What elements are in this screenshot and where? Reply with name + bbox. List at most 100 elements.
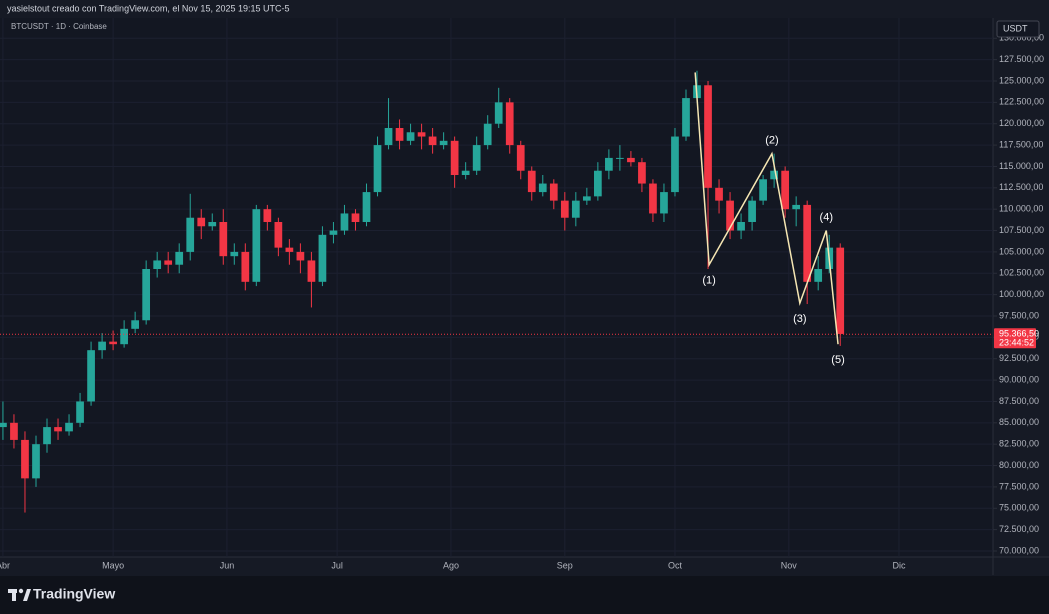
x-tick-label: Ago bbox=[443, 560, 459, 570]
candle-body bbox=[737, 221, 745, 231]
candle-body bbox=[538, 183, 547, 193]
y-tick-label: 70.000,00 bbox=[999, 545, 1039, 555]
candle-body bbox=[329, 230, 338, 235]
y-tick-label: 82.500,00 bbox=[999, 439, 1039, 449]
last-price-box bbox=[994, 328, 1036, 349]
candle-body bbox=[109, 341, 117, 345]
candle-body bbox=[175, 251, 184, 265]
candle-body bbox=[252, 209, 261, 282]
y-tick-label: 117.500,00 bbox=[999, 139, 1043, 149]
candle-body bbox=[682, 98, 690, 137]
candle-body bbox=[483, 123, 492, 146]
candle-body bbox=[395, 127, 404, 141]
chart-layer: 70.000,00 72.500,00 75.000,00 77.500,00 80.0… bbox=[0, 18, 1044, 570]
candle-body bbox=[649, 183, 657, 214]
candle-body bbox=[351, 213, 360, 222]
candle-body bbox=[616, 157, 624, 159]
brand-logo bbox=[8, 588, 31, 601]
candle-body bbox=[65, 422, 73, 432]
y-tick-label: 105.000,00 bbox=[999, 246, 1044, 256]
candle-body bbox=[571, 200, 580, 218]
y-tick-label: 92.500,00 bbox=[999, 353, 1039, 363]
wave-label: (1) bbox=[702, 275, 715, 287]
candle-body bbox=[296, 251, 305, 261]
y-tick-label: 112.500,00 bbox=[999, 182, 1043, 192]
y-tick-label: 100.000,00 bbox=[999, 289, 1044, 299]
candle-body bbox=[340, 213, 349, 231]
candle-body bbox=[384, 127, 393, 146]
candle-body bbox=[605, 157, 613, 171]
countdown: 23:44:52 bbox=[999, 338, 1034, 348]
candle-body bbox=[307, 260, 316, 282]
candle-body bbox=[373, 145, 382, 193]
y-tick-label: 127.500,00 bbox=[999, 54, 1044, 64]
wave-label: (5) bbox=[831, 354, 844, 366]
candle-body bbox=[87, 350, 95, 402]
candle-body bbox=[197, 217, 206, 227]
candle-body bbox=[76, 401, 84, 423]
candle-body bbox=[560, 200, 569, 218]
candle-body bbox=[428, 136, 437, 146]
y-tick-label: 110.000,00 bbox=[999, 204, 1043, 214]
y-tick-label: 75.000,00 bbox=[999, 503, 1039, 513]
candle-body bbox=[43, 427, 51, 445]
symbol-title: BTCUSDT · 1D · Coinbase bbox=[11, 22, 107, 31]
y-tick-label: 85.000,00 bbox=[999, 417, 1039, 427]
y-tick-label: 97.500,00 bbox=[999, 310, 1039, 320]
candle-body bbox=[285, 247, 294, 252]
y-tick-label: 130.000,00 bbox=[999, 33, 1044, 43]
candle-body bbox=[494, 102, 503, 124]
y-tick-label: 115.000,00 bbox=[999, 161, 1043, 171]
candle-body bbox=[131, 320, 139, 329]
footer-bar bbox=[0, 576, 1049, 614]
candle-body bbox=[472, 145, 481, 171]
y-tick-label: 87.500,00 bbox=[999, 396, 1039, 406]
candle-body bbox=[549, 183, 558, 201]
candle-body bbox=[450, 140, 459, 175]
candle-body bbox=[660, 192, 668, 214]
wave-label: (3) bbox=[793, 313, 806, 325]
candle-body bbox=[241, 251, 250, 282]
candle-body bbox=[505, 102, 514, 146]
x-tick-label: Sep bbox=[557, 560, 573, 570]
x-tick-label: Jun bbox=[220, 560, 235, 570]
candle-body bbox=[461, 170, 470, 175]
candle-body bbox=[726, 200, 734, 231]
candle-body bbox=[527, 170, 536, 193]
y-tick-label: 77.500,00 bbox=[999, 481, 1039, 491]
y-tick-label: 90.000,00 bbox=[999, 374, 1039, 384]
candle-body bbox=[186, 217, 195, 252]
candle-body bbox=[638, 162, 646, 184]
x-tick-label: Mayo bbox=[102, 560, 124, 570]
y-tick-label: 125.000,00 bbox=[999, 75, 1044, 85]
brand: TradingView bbox=[33, 586, 115, 602]
candle-body bbox=[803, 204, 812, 282]
candle-body bbox=[671, 136, 679, 193]
candle-body bbox=[715, 187, 723, 201]
candle-body bbox=[32, 444, 40, 479]
candle-body bbox=[814, 268, 823, 282]
y-tick-label: 72.500,00 bbox=[999, 524, 1039, 534]
currency: USDT bbox=[1003, 23, 1028, 33]
x-tick-label: Dic bbox=[892, 560, 905, 570]
y-tick-label: 80.000,00 bbox=[999, 460, 1039, 470]
candle-body bbox=[54, 427, 62, 432]
candle-body bbox=[230, 251, 239, 257]
candle-body bbox=[748, 200, 756, 222]
x-tick-label: Oct bbox=[668, 560, 683, 570]
candle-body bbox=[153, 260, 162, 269]
x-tick-label: Jul bbox=[331, 560, 343, 570]
last-price-label: 95.366,50 bbox=[999, 329, 1039, 339]
candle-body bbox=[219, 221, 228, 257]
y-tick-label: 107.500,00 bbox=[999, 225, 1044, 235]
candle-body bbox=[406, 132, 415, 141]
candle-body bbox=[781, 170, 790, 210]
candle-body bbox=[10, 422, 18, 440]
candle-body bbox=[836, 247, 845, 334]
candle-body bbox=[770, 170, 778, 180]
candle-body bbox=[759, 179, 767, 201]
candle-body bbox=[594, 170, 602, 197]
candle-body bbox=[704, 85, 712, 188]
candle-body bbox=[274, 221, 283, 248]
